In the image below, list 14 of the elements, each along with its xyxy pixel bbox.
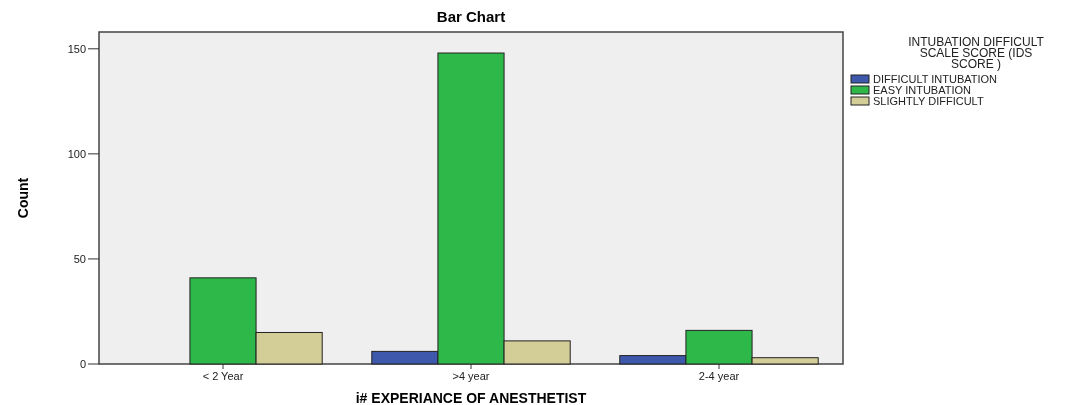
x-tick-label: < 2 Year [202, 370, 244, 382]
x-axis-title: i# EXPERIANCE OF ANESTHETIST [355, 390, 587, 405]
x-tick-label: 2-4 year [698, 370, 740, 382]
y-axis-title: Count [15, 177, 31, 219]
y-tick-label: 50 [73, 252, 86, 265]
chart-title: Bar Chart [436, 8, 506, 25]
y-tick-label: 0 [79, 357, 86, 370]
legend-label: SLIGHTLY DIFFICULT [873, 95, 984, 107]
y-tick-label: 100 [67, 147, 86, 160]
legend-label: DIFFICULT INTUBATION [873, 73, 998, 85]
legend-label: EASY INTUBATION [873, 84, 972, 96]
legend-title: INTUBATION DIFFICULT SCALE SCORE (IDS SCORE ) [908, 35, 1045, 71]
y-tick-label: 150 [67, 42, 86, 55]
x-tick-label: >4 year [452, 370, 490, 382]
